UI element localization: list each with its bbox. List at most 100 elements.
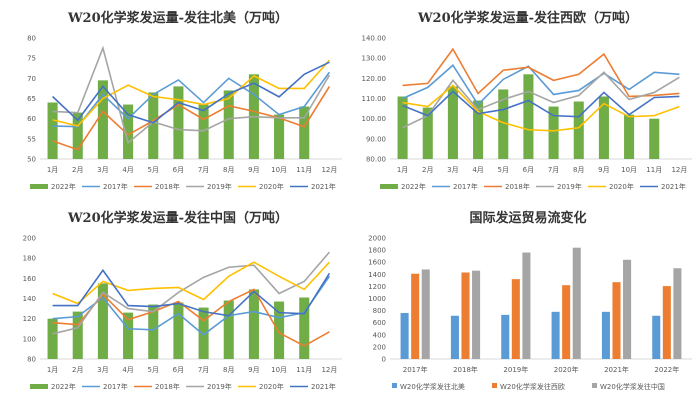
bar-W20化学浆发往北美-2019年 — [501, 314, 510, 359]
line-2020年 — [52, 59, 331, 127]
bar-2022年-5月 — [498, 89, 509, 159]
bar-2022年-9月 — [248, 289, 259, 359]
y-tick-label: 140.00 — [362, 35, 387, 43]
y-tick-label: 75 — [27, 55, 36, 63]
x-tick-label: 7月 — [548, 166, 559, 174]
chart-2: W20化学浆发运量-发往西欧（万吨） 80.00 90.00 100.00 110.00… — [362, 10, 692, 191]
legend-label: 2020年 — [259, 182, 284, 191]
legend-label: 2020年 — [609, 182, 634, 191]
legend-label: 2021年 — [311, 182, 336, 191]
bar-2022年-8月 — [223, 90, 234, 159]
x-tick-label: 11月 — [296, 366, 312, 374]
line-2018年 — [52, 288, 330, 347]
x-tick-label: 12月 — [671, 166, 687, 174]
bar-2022年-2月 — [72, 311, 83, 359]
chart-4: 国际发运贸易流变化 0 200 400 600 800 1000 1200 1400 1600 18… — [368, 210, 692, 391]
y-tick-label: 200 — [373, 343, 386, 351]
x-tick-label: 8月 — [573, 166, 584, 174]
x-tick-label: 11月 — [296, 166, 312, 174]
y-tick-label: 80 — [27, 35, 36, 43]
x-tick-label: 2月 — [72, 166, 83, 174]
bar-2022年-11月 — [299, 106, 310, 159]
x-tick-label: 4月 — [122, 166, 133, 174]
y-tick-label: 1200 — [368, 283, 386, 291]
y-tick-label: 1000 — [368, 295, 386, 303]
line-2018年 — [402, 47, 680, 98]
y-tick-label: 90.00 — [366, 135, 386, 143]
bar-2022年-5月 — [148, 92, 159, 159]
bar-2022年-4月 — [123, 312, 134, 359]
y-tick-label: 55 — [27, 135, 36, 143]
legend-label: W20化学浆发往北美 — [400, 382, 465, 391]
y-tick-label: 140 — [23, 295, 36, 303]
chart-3: W20化学浆发运量-发往中国（万吨） 80 100 120 140 160 180 200 1月… — [23, 210, 342, 391]
bar-2022年-1月 — [397, 96, 408, 159]
bar-2022年-11月 — [299, 297, 310, 359]
legend-label: W20化学浆发往中国 — [600, 382, 665, 391]
x-tick-label: 9月 — [598, 166, 609, 174]
bar-W20化学浆发往西欧-2020年 — [562, 285, 571, 359]
y-tick-label: 65 — [27, 95, 36, 103]
chart-title: 国际发运贸易流变化 — [469, 210, 586, 226]
bar-W20化学浆发往中国-2020年 — [572, 247, 581, 359]
bar-2022年-4月 — [473, 100, 484, 159]
legend-label: 2021年 — [661, 182, 686, 191]
bar-W20化学浆发往北美-2017年 — [400, 313, 409, 359]
bar-W20化学浆发往西欧-2019年 — [511, 279, 520, 359]
x-tick-label: 4月 — [472, 166, 483, 174]
y-tick-label: 2000 — [368, 235, 386, 243]
bar-2022年-2月 — [72, 112, 83, 159]
y-tick-label: 130.00 — [362, 55, 387, 63]
y-tick-label: 1600 — [368, 259, 386, 267]
x-tick-label: 1月 — [47, 166, 58, 174]
x-tick-label: 3月 — [97, 166, 108, 174]
bar-2022年-9月 — [598, 96, 609, 159]
line-2020年 — [402, 84, 680, 132]
line-2017年 — [52, 71, 331, 128]
bar-2022年-1月 — [47, 318, 58, 359]
x-tick-label: 2018年 — [453, 365, 478, 374]
line-2019年 — [402, 71, 680, 129]
line-2021年 — [52, 61, 330, 124]
legend-label: 2018年 — [155, 182, 180, 191]
x-tick-label: 9月 — [248, 166, 259, 174]
line-2020年 — [52, 261, 331, 305]
legend-label: 2020年 — [259, 382, 284, 391]
y-tick-label: 100 — [23, 335, 36, 343]
y-tick-label: 120 — [23, 315, 36, 323]
bar-2022年-3月 — [97, 80, 108, 159]
bar-2022年-8月 — [573, 101, 584, 159]
line-2021年 — [52, 268, 331, 317]
y-tick-label: 400 — [373, 331, 386, 339]
line-2017年 — [402, 64, 680, 106]
bar-W20化学浆发往北美-2020年 — [551, 311, 560, 359]
x-tick-label: 3月 — [447, 166, 458, 174]
x-tick-label: 8月 — [223, 166, 234, 174]
chart-title: W20化学浆发运量-发往北美（万吨） — [67, 10, 288, 26]
x-tick-label: 10月 — [271, 166, 287, 174]
x-tick-label: 11月 — [646, 166, 662, 174]
x-tick-label: 12月 — [321, 366, 337, 374]
bar-2022年-8月 — [223, 300, 234, 359]
bar-2022年-4月 — [123, 104, 134, 159]
bar-2022年-5月 — [148, 304, 159, 359]
bar-2022年-6月 — [173, 302, 184, 359]
x-tick-label: 6月 — [523, 166, 534, 174]
legend-swatch — [380, 184, 398, 189]
x-tick-label: 1月 — [397, 166, 408, 174]
legend-label: 2017年 — [103, 182, 128, 191]
bar-2022年-10月 — [624, 114, 635, 159]
bar-W20化学浆发往西欧-2017年 — [411, 273, 420, 359]
bar-W20化学浆发往北美-2018年 — [450, 315, 459, 359]
x-tick-label: 2020年 — [554, 365, 579, 374]
y-tick-label: 1400 — [368, 271, 386, 279]
x-tick-label: 5月 — [498, 166, 509, 174]
bar-2022年-10月 — [274, 114, 285, 159]
x-tick-label: 4月 — [122, 366, 133, 374]
y-tick-label: 120.00 — [362, 75, 387, 83]
legend-swatch — [592, 383, 597, 388]
chart-title: W20化学浆发运量-发往西欧（万吨） — [417, 10, 638, 26]
legend-label: 2019年 — [207, 382, 232, 391]
x-tick-label: 7月 — [198, 166, 209, 174]
line-2021年 — [402, 90, 680, 118]
